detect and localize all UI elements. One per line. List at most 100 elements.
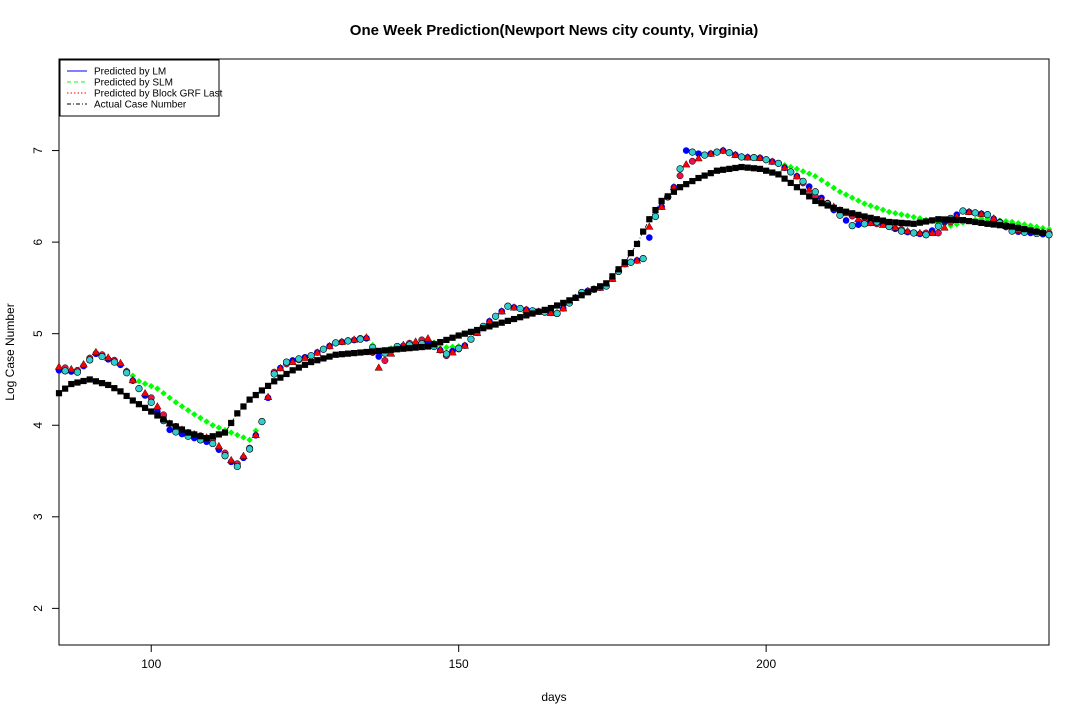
overlap-point [295, 355, 303, 363]
actual-point [504, 317, 511, 324]
overlap-point [319, 345, 328, 353]
actual-point [947, 216, 954, 223]
actual-point [652, 206, 659, 214]
overlap-point [172, 428, 180, 436]
grf-point [128, 375, 137, 384]
actual-point [1002, 222, 1010, 229]
actual-point [861, 213, 868, 220]
slm-point [855, 197, 862, 204]
actual-point [308, 358, 315, 366]
grf-point [676, 172, 684, 180]
actual-point [842, 208, 850, 215]
overlap-point [688, 148, 696, 156]
grf-point [227, 455, 236, 464]
y-tick-label: 2 [31, 605, 45, 612]
actual-point [240, 403, 247, 410]
overlap-point [774, 159, 783, 167]
slm-point [246, 436, 253, 444]
grf-point [854, 214, 863, 223]
actual-point [363, 348, 370, 356]
grf-point [362, 333, 371, 341]
grf-point [940, 223, 949, 231]
actual-point [633, 240, 641, 248]
slm-point [1039, 224, 1047, 232]
overlap-point [639, 255, 647, 263]
grf-point [989, 214, 998, 222]
actual-point [603, 280, 610, 287]
slm-point [166, 394, 173, 401]
actual-point [738, 163, 745, 171]
actual-point [523, 312, 530, 319]
grf-point [645, 222, 654, 230]
overlap-point [676, 165, 684, 173]
grf-point [768, 157, 777, 165]
actual-point [357, 349, 364, 356]
actual-point [978, 219, 985, 226]
actual-point [461, 330, 468, 337]
actual-point [793, 184, 800, 191]
grf-point [91, 347, 101, 356]
actual-point [818, 200, 825, 207]
slm-point [129, 372, 136, 380]
actual-point [62, 385, 69, 392]
actual-point [775, 171, 782, 178]
actual-point [326, 353, 333, 360]
actual-point [369, 348, 376, 355]
actual-point [301, 361, 309, 368]
grf-point [731, 150, 740, 158]
actual-point [498, 319, 505, 326]
overlap-point [651, 212, 660, 221]
overlap-point [737, 153, 746, 161]
grf-point [276, 363, 285, 372]
actual-point [670, 188, 678, 195]
slm-point [1002, 218, 1010, 225]
actual-point [707, 170, 714, 177]
overlap-point [442, 350, 450, 358]
actual-point [387, 346, 395, 353]
actual-point [418, 343, 425, 351]
legend-label: Predicted by SLM [94, 78, 173, 89]
slm-point [1021, 221, 1028, 228]
lm-point [375, 353, 383, 360]
overlap-point [98, 352, 106, 361]
grf-point [780, 163, 789, 171]
overlap-point [147, 398, 155, 406]
slm-point [178, 403, 186, 410]
overlap-point [209, 439, 217, 448]
lm-point [695, 150, 702, 157]
actual-point [1039, 229, 1046, 237]
lm-point [646, 234, 653, 241]
y-tick-label: 5 [31, 330, 45, 337]
grf-point [509, 303, 519, 311]
actual-point [879, 217, 887, 224]
series-slm-points [55, 147, 1053, 444]
overlap-point [61, 367, 69, 375]
actual-point [172, 423, 179, 430]
actual-point [252, 391, 259, 399]
actual-point [836, 206, 844, 214]
overlap-point [110, 358, 118, 366]
plot-frame [58, 58, 1050, 646]
overlap-point [221, 452, 229, 460]
actual-point [609, 273, 616, 280]
actual-point [289, 367, 296, 374]
grf-point [964, 207, 974, 215]
overlap-point [307, 352, 315, 360]
actual-point [437, 339, 444, 346]
slm-point [203, 418, 210, 425]
x-tick-label: 200 [756, 657, 776, 671]
actual-point [129, 397, 136, 404]
overlap-point [971, 209, 979, 217]
actual-point [584, 289, 591, 296]
actual-point [141, 404, 149, 411]
overlap-point [516, 304, 524, 313]
grf-point [251, 430, 260, 438]
slm-point [818, 176, 825, 184]
actual-point [264, 382, 272, 389]
overlap-point [848, 222, 856, 230]
actual-point [683, 181, 690, 188]
grf-point [903, 226, 912, 235]
y-axis: 2 3 4 5 6 7 [31, 147, 59, 612]
actual-point [621, 259, 628, 266]
